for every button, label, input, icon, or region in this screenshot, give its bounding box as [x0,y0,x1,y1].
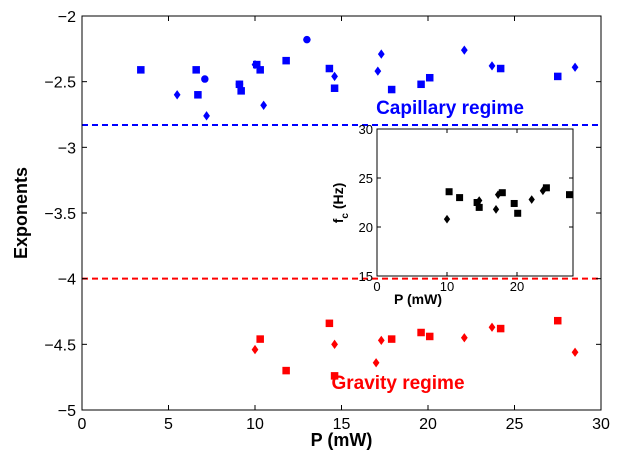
y-tick-label: −4.5 [44,337,76,354]
data-point [330,372,339,380]
inset-data-point [443,214,451,224]
inset-data-point [492,205,500,214]
x-tick-label: 10 [246,416,264,433]
data-point [417,80,425,89]
inset-y-label-subscript: c [340,213,351,219]
inset-y-label-unit: (Hz) [330,183,346,213]
inset-data-point [475,203,483,211]
data-point [374,66,382,76]
inset-data-point [445,188,453,196]
data-point [203,111,210,121]
x-axis-label: P (mW) [311,430,373,450]
data-point [387,335,396,343]
inset-x-axis-label: P (mW) [394,291,442,307]
data-point [192,66,200,74]
data-point [460,333,468,343]
inset-data-point [510,199,518,207]
capillary-regime-label: Capillary regime [376,98,524,119]
data-point [251,344,259,355]
y-tick-label: −2 [58,9,76,26]
y-tick-label: −4 [58,272,76,289]
y-tick-label: −3 [58,140,76,157]
y-axis-label: Exponents [11,167,31,259]
main-plot: 0 5 10 15 20 25 30 −5 −4.5 −4 −3.5 −3 −2.5 −2 P (mW) Ex… [11,9,610,450]
inset-data-point [514,209,522,217]
data-point [425,73,434,82]
x-tick-label: 20 [419,416,437,433]
data-point [331,71,338,82]
inset-y-axis-label: fc (Hz) [330,183,351,224]
x-tick-label: 0 [78,416,87,433]
inset-y-tick-label: 15 [359,269,373,284]
data-point [282,56,290,65]
data-point [325,64,334,73]
data-point [330,84,339,92]
inset-data-point [456,194,464,202]
inset-x-tick-label: 20 [510,279,524,294]
data-point [554,316,562,325]
inset-y-tick-label: 20 [359,220,373,235]
data-point [331,339,338,349]
data-point [425,332,434,341]
y-tick-label: −5 [58,403,76,420]
inset-data-point [539,186,547,196]
inset-data-point [498,189,506,197]
inset-data-point [473,199,481,206]
data-point [571,347,579,357]
inset-y-label-main: f [330,218,346,223]
x-tick-label: 30 [592,416,610,433]
data-point [173,90,181,100]
data-point [488,322,496,332]
data-point [488,61,496,71]
inset-data-point [566,191,573,199]
inset-data-point [494,190,502,199]
data-point [571,62,579,72]
inset-x-tick-label: 0 [373,279,380,294]
inset-x-tick-label: 10 [440,279,454,294]
data-point [251,59,259,70]
data-point [256,335,264,343]
inset-data-point [476,196,483,205]
gravity-regime-label: Gravity regime [331,373,464,394]
data-point [325,319,334,328]
data-point [387,85,396,94]
x-tick-label: 15 [333,416,351,433]
data-point [260,100,268,110]
y-tick-label: −3.5 [44,206,76,223]
data-point [372,358,380,368]
data-point [282,366,290,375]
data-point [496,324,505,333]
inset-y-tick-label: 30 [359,122,373,137]
x-tick-label: 25 [506,416,524,433]
data-point [194,91,202,99]
inset-plot: 0 10 20 15 20 25 30 P (mW) fc (Hz) [330,122,574,307]
data-point [235,80,244,89]
inset-data-point [528,195,535,204]
data-point [137,66,145,74]
x-tick-label: 5 [164,416,173,433]
data-point [417,328,425,337]
inset-y-tick-label: 25 [359,171,373,186]
data-point [201,75,209,83]
y-tick-label: −2.5 [44,75,76,92]
data-point [496,64,505,73]
data-point [256,66,264,74]
inset-data-point [542,184,550,192]
data-point [554,72,562,81]
data-point [237,87,245,95]
data-point [377,49,385,59]
data-point [303,35,311,44]
data-point [377,335,385,346]
data-point [460,45,468,55]
